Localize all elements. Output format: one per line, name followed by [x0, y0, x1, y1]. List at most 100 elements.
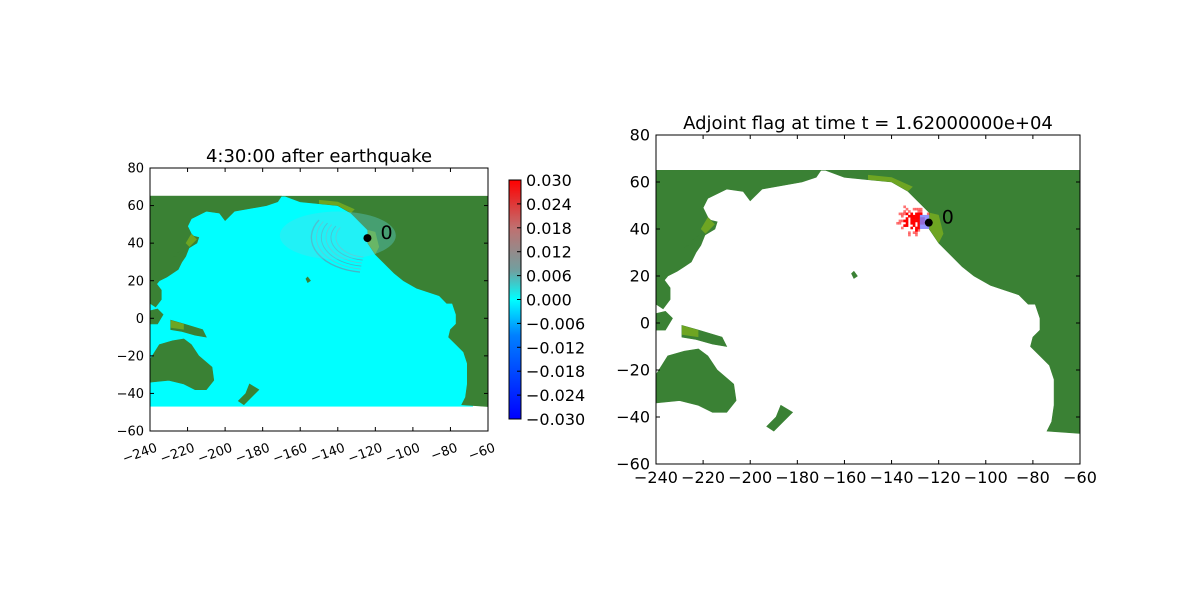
x-tick-label: −100	[964, 468, 1008, 487]
colorbar-tick-label: −0.024	[526, 386, 585, 405]
land-philippines	[150, 282, 162, 308]
colorbar-tick-label: 0.030	[526, 171, 572, 190]
flag-cell	[917, 212, 921, 216]
surface-plot-panel: 4:30:00 after earthquake −240−220−200−18…	[117, 146, 498, 467]
flag-cell	[915, 217, 918, 220]
x-tick-label: −140	[308, 441, 347, 467]
flag-cell	[905, 207, 909, 211]
gauge-label: 0	[942, 207, 954, 229]
flag-cell	[903, 210, 906, 213]
flag-cell	[910, 221, 914, 225]
flag-cell	[910, 226, 914, 230]
wave-arc	[310, 219, 361, 273]
flag-cell	[915, 226, 918, 230]
flag-cell	[917, 210, 921, 213]
land-highlight	[868, 174, 913, 192]
flag-cell	[896, 221, 899, 225]
land-hawaii	[851, 270, 858, 279]
colorbar-tick-label: 0.000	[526, 291, 572, 310]
flag-cell	[903, 219, 906, 223]
flag-cell	[915, 219, 918, 223]
surface-plot-frame	[149, 167, 489, 432]
y-tick-label: −60	[616, 455, 650, 474]
adjoint-flag-panel: Adjoint flag at time t = 1.62000000e+04 …	[616, 113, 1097, 487]
flag-region-box	[919, 214, 930, 229]
adjoint-flag-map	[656, 135, 1080, 434]
flag-cell	[912, 231, 916, 234]
land-borneo	[150, 308, 164, 325]
flag-cell	[905, 224, 909, 227]
adjoint-flag-title: Adjoint flag at time t = 1.62000000e+04	[683, 113, 1053, 134]
land-highlight	[700, 217, 715, 234]
wave-arc	[316, 221, 361, 270]
flag-cell	[903, 205, 906, 209]
flag-cell	[905, 221, 909, 225]
flag-cell	[898, 212, 902, 216]
land-australia	[150, 338, 215, 390]
flag-cell	[912, 217, 916, 220]
flag-cell	[900, 214, 904, 218]
flag-cell	[917, 229, 921, 232]
wave-arc	[330, 225, 363, 261]
flag-cell	[910, 217, 914, 220]
land-philippines	[656, 277, 671, 310]
flag-cell	[908, 214, 911, 218]
x-tick-label: −220	[681, 468, 725, 487]
adjoint-flag-frame	[655, 134, 1081, 465]
land-highlight	[185, 233, 197, 247]
colorbar-tick-label: 0.018	[526, 219, 572, 238]
y-tick-label: −40	[117, 387, 144, 402]
y-tick-label: 60	[127, 199, 144, 214]
land-asia	[656, 170, 822, 291]
flag-cell	[919, 212, 923, 216]
surface-map	[150, 195, 488, 407]
no-data-north	[656, 135, 1080, 170]
flag-cell	[912, 224, 916, 227]
land-borneo	[656, 310, 673, 331]
colorbar-tick-label: −0.012	[526, 338, 585, 357]
y-tick-label: 20	[630, 267, 650, 286]
flag-cell	[915, 214, 918, 218]
x-tick-label: −140	[870, 468, 914, 487]
flag-cell	[903, 212, 906, 216]
gauge-marker: 0	[363, 222, 393, 244]
x-tick-label: −60	[1063, 468, 1097, 487]
x-tick-label: −200	[196, 441, 235, 467]
x-tick-label: −240	[634, 468, 678, 487]
flag-cell	[908, 231, 911, 234]
colorbar-ticks: 0.030 0.024 0.018 0.012 0.006 0.000 −0.006 −0.0…	[517, 171, 585, 429]
flag-cell	[917, 207, 921, 211]
land-highlight	[170, 320, 184, 330]
wave-disturbance	[279, 211, 396, 260]
flag-cell	[919, 207, 923, 211]
flag-cell	[917, 219, 921, 223]
flag-cell	[898, 219, 902, 223]
y-tick-label: 60	[630, 173, 650, 192]
flag-cell	[917, 226, 921, 230]
flag-cell	[905, 219, 909, 223]
x-tick-label: −200	[728, 468, 772, 487]
y-tick-label: 40	[630, 220, 650, 239]
y-tick-label: −40	[616, 408, 650, 427]
flag-cell	[905, 212, 909, 216]
land-new-zealand	[237, 383, 260, 406]
land-highlight	[319, 199, 355, 214]
y-tick-label: 80	[127, 162, 144, 177]
x-tick-label: −180	[233, 441, 272, 467]
flag-cell	[912, 219, 916, 223]
x-tick-label: −160	[822, 468, 866, 487]
adjoint-flag-axes: −240 −220 −200 −180 −160 −140 −120 −100 −80 −6080…	[616, 126, 1097, 487]
y-tick-label: 0	[640, 314, 650, 333]
gauge-dot	[924, 218, 933, 227]
flag-cell	[912, 221, 916, 225]
y-tick-label: −20	[117, 349, 144, 364]
y-tick-label: −20	[616, 361, 650, 380]
land-highlight	[681, 325, 699, 338]
x-tick-label: −100	[384, 441, 423, 467]
flag-cell	[898, 221, 902, 225]
flag-cell	[905, 217, 909, 220]
x-tick-label: −60	[466, 441, 497, 464]
flag-cell	[910, 212, 914, 216]
colorbar-tick-label: −0.030	[526, 410, 585, 429]
